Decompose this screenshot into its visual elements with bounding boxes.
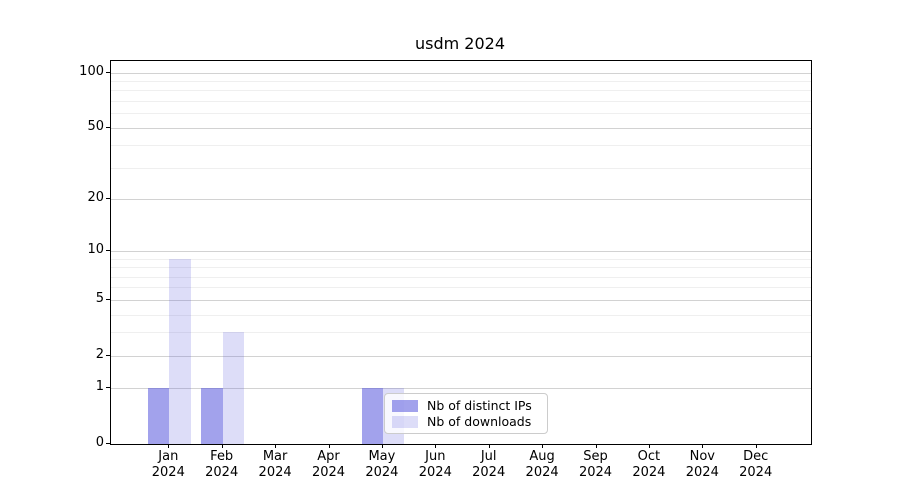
y-axis-tick-label: 10 bbox=[87, 242, 104, 258]
x-axis-tick-label: Sep 2024 bbox=[578, 449, 613, 480]
chart-title: usdm 2024 bbox=[414, 34, 506, 53]
y-axis-tick-label: 2 bbox=[95, 346, 104, 362]
x-axis-tick bbox=[168, 444, 170, 448]
x-axis-tick-label: May 2024 bbox=[365, 449, 399, 480]
x-axis-tick bbox=[595, 444, 597, 448]
y-axis-tick bbox=[106, 354, 110, 356]
minor-gridline bbox=[111, 145, 811, 147]
y-axis-tick bbox=[106, 71, 110, 73]
y-axis-tick-label: 1 bbox=[95, 379, 104, 395]
x-axis-tick bbox=[381, 444, 383, 448]
x-axis-tick bbox=[275, 444, 277, 448]
major-gridline bbox=[111, 388, 811, 390]
major-gridline bbox=[111, 251, 811, 253]
legend: Nb of distinct IPs Nb of downloads bbox=[384, 393, 548, 434]
x-axis-tick bbox=[542, 444, 544, 448]
minor-gridline bbox=[111, 81, 811, 83]
minor-gridline bbox=[111, 276, 811, 278]
legend-label-distinct-ips: Nb of distinct IPs bbox=[427, 398, 532, 413]
x-axis-tick bbox=[221, 444, 223, 448]
x-axis-tick-label: Apr 2024 bbox=[311, 449, 346, 480]
x-axis-tick-label: Jan 2024 bbox=[151, 449, 185, 480]
x-axis-tick bbox=[435, 444, 437, 448]
minor-gridline bbox=[111, 267, 811, 269]
x-axis-tick-label: Jul 2024 bbox=[472, 449, 506, 480]
y-axis-tick bbox=[106, 250, 110, 252]
y-axis-tick bbox=[106, 298, 110, 300]
y-axis-tick bbox=[106, 126, 110, 128]
plot-area: Nb of distinct IPs Nb of downloads bbox=[110, 60, 812, 445]
x-axis-tick-label: Dec 2024 bbox=[739, 449, 773, 480]
x-axis-tick bbox=[755, 444, 757, 448]
minor-gridline bbox=[111, 167, 811, 169]
x-axis-tick-label: Mar 2024 bbox=[258, 449, 292, 480]
minor-gridline bbox=[111, 314, 811, 316]
y-axis-tick bbox=[106, 198, 110, 200]
major-gridline bbox=[111, 355, 811, 357]
x-axis-tick-label: Aug 2024 bbox=[525, 449, 559, 480]
x-axis-tick bbox=[702, 444, 704, 448]
x-axis-tick bbox=[648, 444, 650, 448]
major-gridline bbox=[111, 199, 811, 201]
legend-item-downloads: Nb of downloads bbox=[392, 414, 540, 429]
legend-item-distinct-ips: Nb of distinct IPs bbox=[392, 398, 540, 413]
minor-gridline bbox=[111, 332, 811, 334]
y-axis-tick-label: 0 bbox=[95, 435, 104, 450]
y-axis-tick-label: 100 bbox=[79, 63, 104, 79]
bar-distinct-ips-feb bbox=[201, 388, 223, 444]
y-axis-tick-label: 5 bbox=[95, 290, 104, 306]
bar-downloads-jan bbox=[169, 258, 191, 444]
y-axis-tick bbox=[106, 387, 110, 389]
bar-downloads-feb bbox=[222, 332, 245, 444]
x-axis-tick-label: Feb 2024 bbox=[205, 449, 239, 480]
x-axis-tick-label: Oct 2024 bbox=[632, 449, 666, 480]
minor-gridline bbox=[111, 101, 811, 103]
major-gridline bbox=[111, 299, 811, 301]
minor-gridline bbox=[111, 258, 811, 260]
legend-swatch-distinct-ips bbox=[392, 399, 418, 412]
legend-swatch-downloads bbox=[392, 415, 418, 428]
minor-gridline bbox=[111, 287, 811, 289]
major-gridline bbox=[111, 72, 811, 74]
x-axis-tick bbox=[328, 444, 330, 448]
x-axis-tick bbox=[488, 444, 490, 448]
minor-gridline bbox=[111, 90, 811, 92]
minor-gridline bbox=[111, 113, 811, 115]
major-gridline bbox=[111, 127, 811, 129]
x-axis-tick-label: Jun 2024 bbox=[418, 449, 452, 480]
y-axis-tick bbox=[106, 443, 110, 444]
legend-label-downloads: Nb of downloads bbox=[427, 414, 532, 429]
bar-distinct-ips-may bbox=[361, 388, 383, 444]
bar-distinct-ips-jan bbox=[147, 388, 170, 444]
x-axis-tick-label: Nov 2024 bbox=[685, 449, 719, 480]
y-axis-tick-label: 20 bbox=[87, 190, 104, 206]
y-axis-tick-label: 50 bbox=[87, 118, 104, 134]
